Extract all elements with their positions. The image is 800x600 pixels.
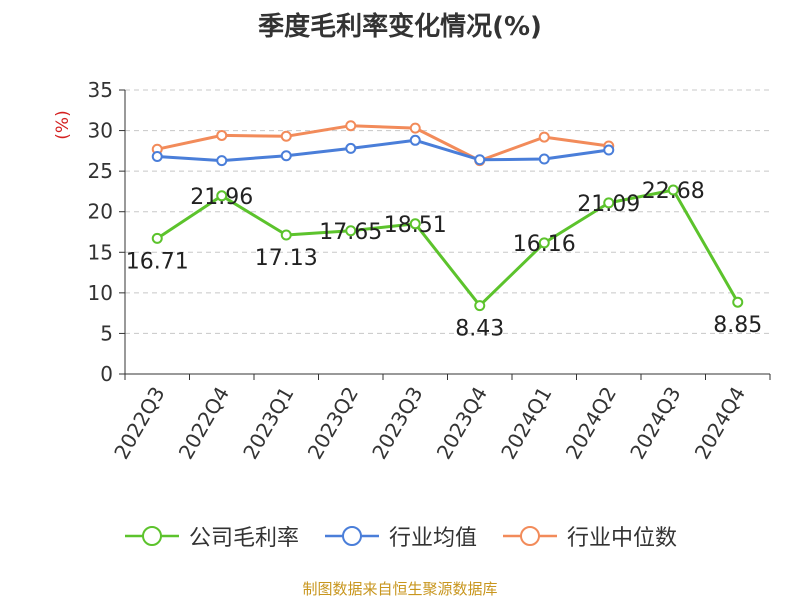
x-tick-label: 2023Q4 (432, 383, 492, 464)
series-layer (151, 120, 744, 312)
data-point (151, 232, 163, 244)
data-point (280, 130, 292, 142)
legend-marker-icon (324, 526, 379, 546)
legend-marker-circle (520, 526, 540, 546)
legend-item-1[interactable]: 公司毛利率 (123, 520, 299, 552)
data-label: 16.71 (126, 249, 189, 274)
legend-item-3[interactable]: 行业中位数 (501, 520, 677, 552)
data-point (280, 150, 292, 162)
data-point (409, 122, 421, 134)
legend-marker-circle (341, 526, 362, 546)
data-point (216, 155, 228, 167)
data-label: 21.09 (577, 192, 640, 217)
data-point (538, 131, 550, 143)
data-point (345, 142, 357, 154)
legend-item-2[interactable]: 行业均值 (323, 520, 477, 552)
series-line (156, 124, 610, 163)
data-label: 18.51 (384, 213, 447, 238)
data-label: 8.85 (713, 313, 762, 338)
y-tick-label: 30 (88, 119, 113, 143)
data-point (409, 218, 421, 230)
y-tick-label: 0 (100, 362, 113, 386)
data-point (216, 129, 228, 141)
x-tick-label: 2023Q2 (303, 383, 363, 464)
data-label: 22.68 (642, 179, 705, 204)
y-tick-labels: 0 5 10 15 20 25 30 35 (88, 78, 113, 386)
x-tick-label: 2022Q3 (109, 383, 169, 464)
source-note: 制图数据来自恒生聚源数据库 (302, 580, 498, 598)
data-point (603, 144, 615, 156)
legend-label: 公司毛利率 (188, 526, 299, 551)
y-tick-label: 35 (88, 78, 113, 102)
legend-marker-circle (141, 526, 162, 546)
data-label: 17.65 (319, 220, 382, 245)
y-tick-label: 5 (100, 321, 113, 345)
y-tick-label: 20 (88, 200, 113, 224)
x-tick-label: 2022Q4 (174, 383, 234, 464)
chart-title: 季度毛利率变化情况(%) (258, 12, 542, 42)
legend-label: 行业中位数 (567, 526, 678, 551)
legend-label: 行业均值 (388, 526, 477, 551)
data-point (280, 229, 292, 241)
y-tick-label: 10 (88, 281, 113, 305)
data-label: 17.13 (255, 246, 318, 271)
data-label: 16.16 (513, 232, 576, 257)
data-point (474, 300, 486, 312)
x-tick-label: 2024Q1 (496, 383, 556, 464)
series-2 (151, 134, 615, 167)
series-1 (151, 184, 744, 312)
series-line (157, 138, 610, 163)
data-point (538, 153, 550, 165)
data-point (216, 190, 228, 202)
x-tick-label: 2023Q3 (367, 383, 427, 464)
data-point (409, 134, 421, 146)
y-tick-label: 25 (88, 159, 113, 183)
data-point (474, 154, 486, 166)
data-point (538, 237, 550, 249)
y-axis-label: (%) (53, 110, 73, 139)
x-tick-label: 2023Q1 (238, 383, 298, 464)
data-label: 8.43 (455, 317, 504, 342)
axes (119, 89, 771, 380)
data-point (667, 184, 679, 196)
data-point (151, 151, 163, 163)
grid-lines (125, 89, 770, 334)
y-tick-label: 15 (88, 240, 113, 264)
x-tick-label: 2024Q4 (690, 383, 750, 464)
data-point (603, 197, 615, 209)
legend: 公司毛利率 行业均值 行业中位数 (0, 520, 800, 552)
legend-marker-icon (503, 526, 557, 546)
series-line (156, 188, 740, 308)
x-tick-label: 2024Q3 (625, 383, 685, 464)
data-point (345, 120, 357, 132)
data-label: 21.96 (190, 185, 253, 210)
data-point (345, 225, 357, 237)
x-tick-labels: 2022Q3 2022Q4 2023Q1 2023Q2 2023Q3 2023Q4 2024… (109, 383, 750, 464)
legend-marker-icon (124, 526, 179, 546)
data-point (732, 296, 744, 308)
x-tick-label: 2024Q2 (561, 383, 621, 464)
